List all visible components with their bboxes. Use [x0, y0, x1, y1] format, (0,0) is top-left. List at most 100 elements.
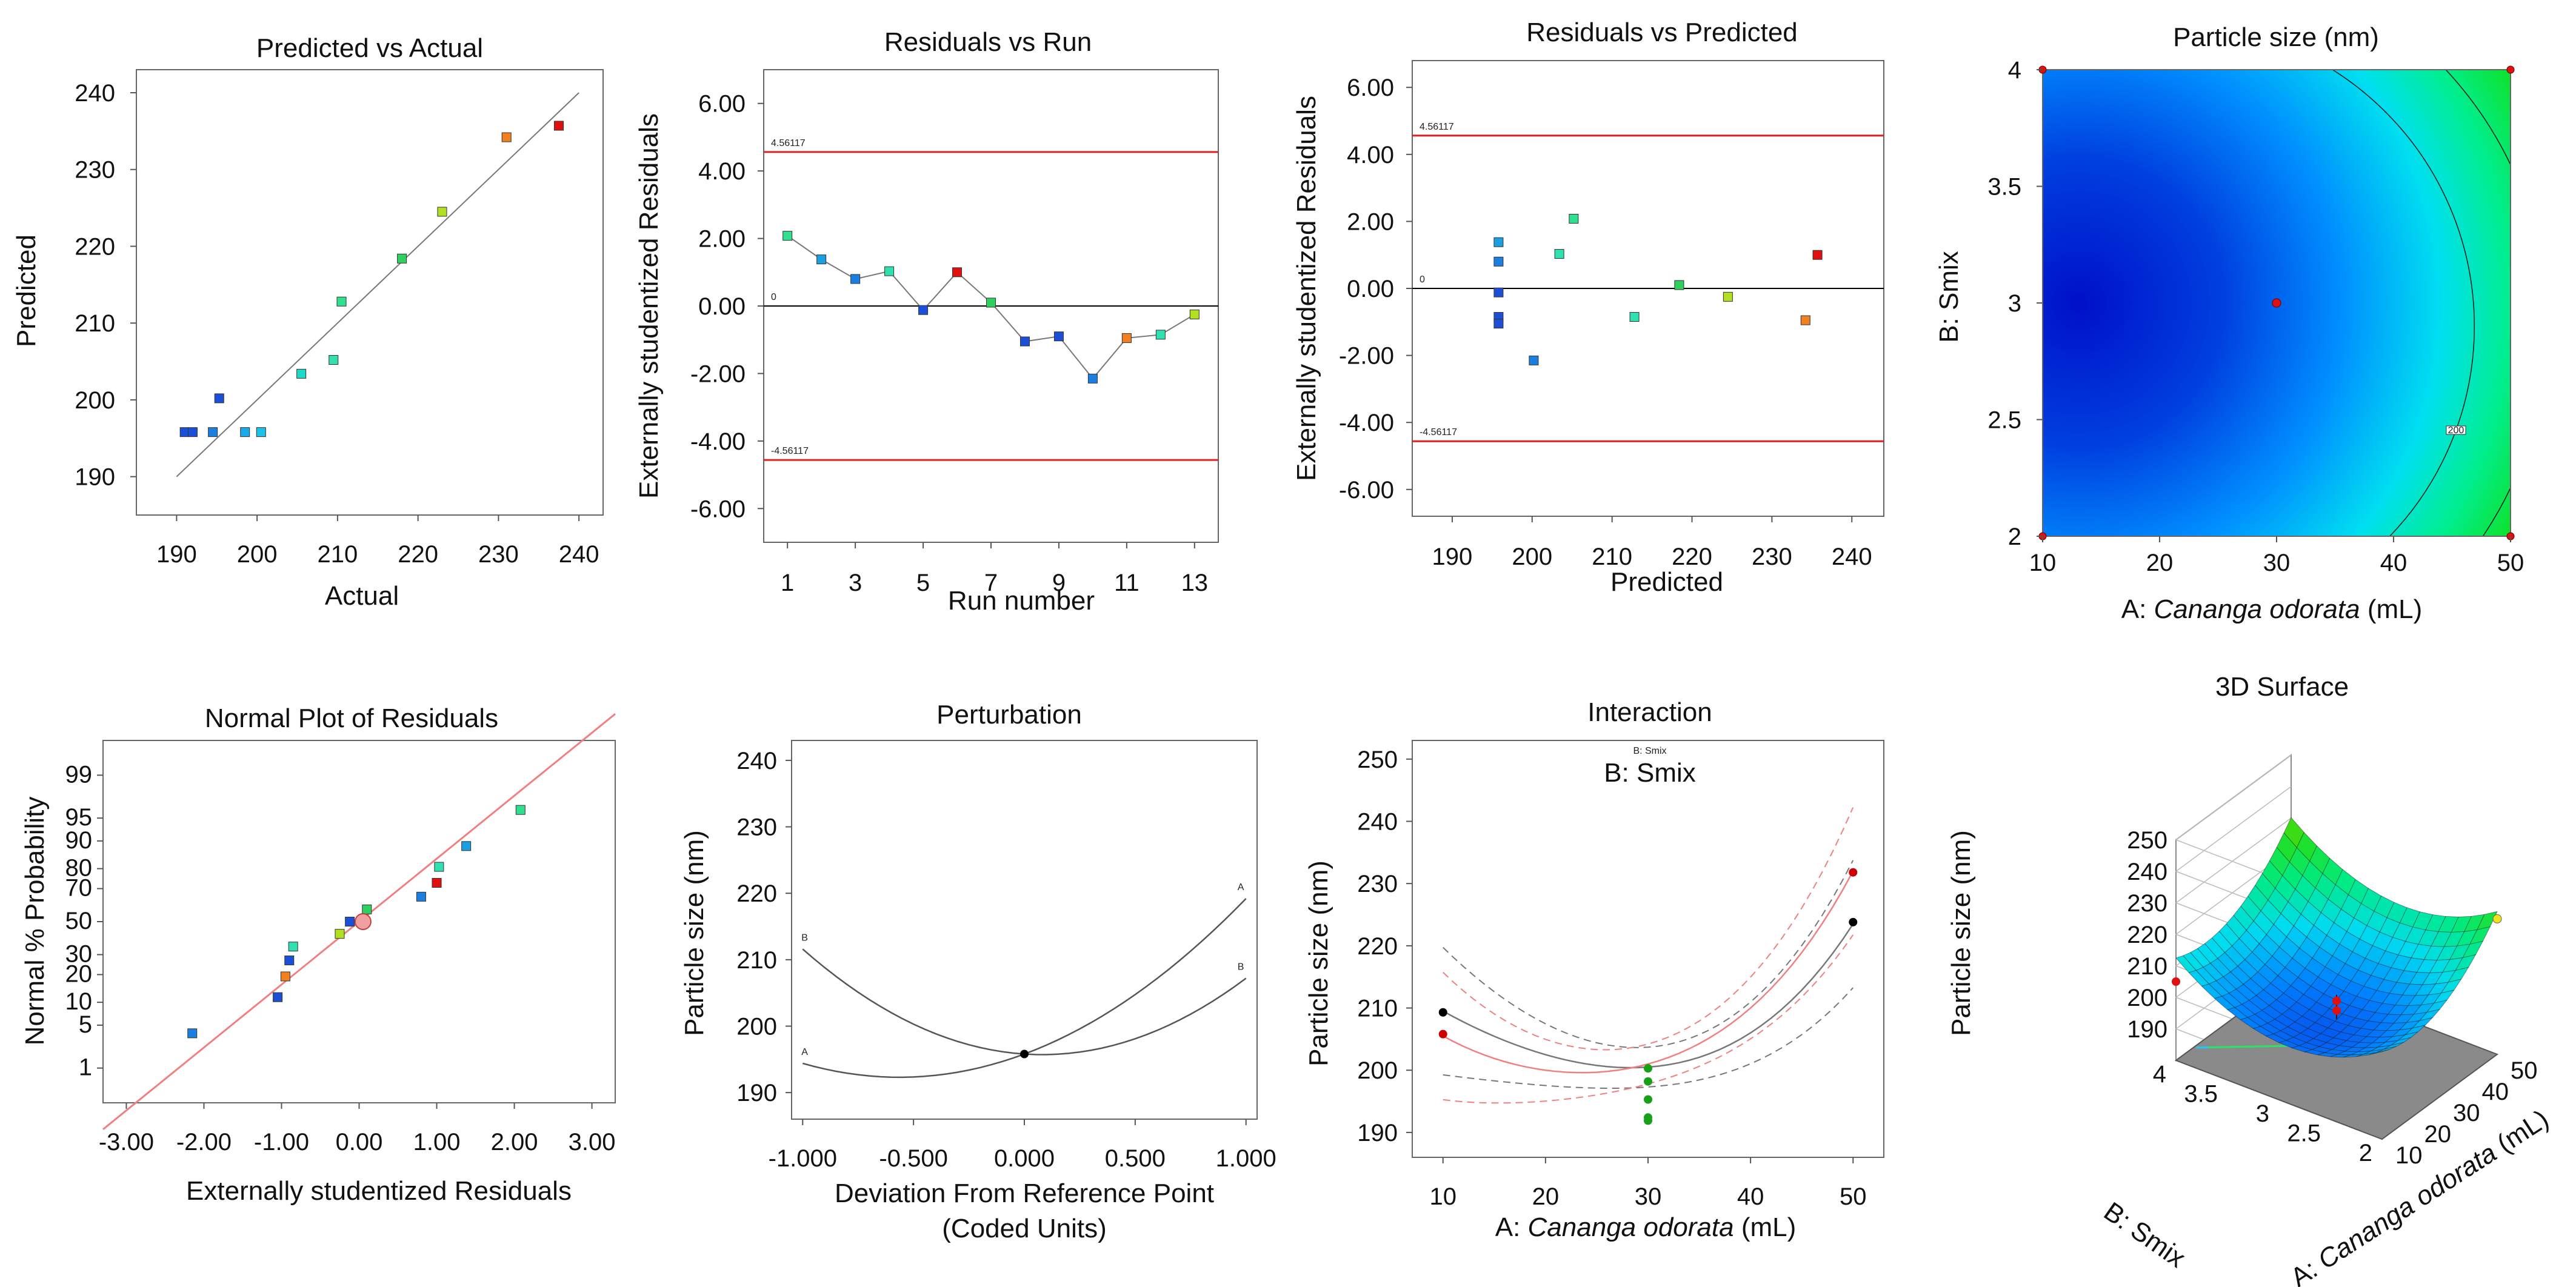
y-tick-label: 50 — [65, 908, 93, 934]
data-point — [1493, 237, 1504, 247]
data-point — [1569, 213, 1579, 224]
x-tick-label: 40 — [2380, 550, 2407, 576]
x-tick-label: 210 — [318, 541, 358, 568]
fit-line — [176, 92, 579, 477]
chart-title: Residuals vs Run — [884, 27, 1092, 57]
x-tick-label: 30 — [2263, 550, 2291, 576]
y-tick-label: 230 — [75, 157, 115, 184]
x-tick-label: 0.00 — [336, 1129, 383, 1156]
y-tick-label: 230 — [1357, 871, 1398, 897]
y-tick-label: 3.5 — [1987, 174, 2021, 201]
y-axis-label: Externally studentized Residuals — [1292, 96, 1321, 481]
y-tick-label: 2.5 — [2287, 1120, 2321, 1147]
data-point — [515, 805, 526, 815]
curve-label: A — [1238, 882, 1244, 893]
x-tick-label: 20 — [1532, 1183, 1560, 1210]
x-tick-label: -0.500 — [879, 1145, 947, 1172]
data-point — [501, 132, 512, 142]
z-tick-label: 230 — [2127, 890, 2167, 917]
x-axis-label: A: Cananga odorata (mL) — [2121, 594, 2423, 624]
z-tick-label: 210 — [2127, 953, 2167, 980]
lower-limit-label: -4.56117 — [771, 446, 809, 456]
chart-title: Residuals vs Predicted — [1526, 18, 1798, 47]
y-tick-label: 240 — [736, 748, 777, 774]
plot-frame — [1412, 740, 1884, 1158]
design-point — [2492, 914, 2502, 923]
y-tick-label: 4 — [2153, 1061, 2166, 1088]
x-tick-label: 230 — [478, 541, 519, 568]
x-tick-label: 240 — [1832, 544, 1872, 570]
y-tick-label: 20 — [65, 960, 93, 987]
perturbation-curve — [802, 948, 1247, 1056]
data-point — [782, 231, 793, 241]
x-tick-label: -3.00 — [99, 1129, 154, 1156]
y-axis-label: Normal % Probability — [20, 797, 50, 1046]
x-tick-label: 1.000 — [1216, 1145, 1276, 1172]
data-point — [1438, 1008, 1447, 1017]
plot-frame — [791, 740, 1258, 1120]
data-point — [1644, 1116, 1652, 1125]
design-point — [2172, 977, 2180, 986]
x-tick-label: 210 — [1592, 544, 1632, 570]
x-tick-label: 1 — [781, 570, 794, 596]
design-point — [2506, 65, 2515, 74]
plot-frame — [136, 69, 604, 516]
upper-limit-label: 4.56117 — [1420, 122, 1454, 132]
x-tick-label: 40 — [1737, 1183, 1764, 1210]
x-tick-label: 7 — [984, 570, 998, 596]
y-tick-label: 10 — [65, 988, 93, 1015]
data-point — [437, 207, 447, 217]
z-tick-label: 250 — [2127, 827, 2167, 854]
x-axis-label: A: Cananga odorata (mL) — [2286, 1104, 2554, 1287]
data-point — [1493, 287, 1504, 298]
data-point — [850, 274, 861, 284]
x-tick-label: 200 — [237, 541, 278, 568]
y-tick-label: 2 — [2359, 1140, 2372, 1166]
data-point — [273, 992, 283, 1002]
y-tick-label: 3.5 — [2184, 1081, 2218, 1108]
zero-label: 0 — [1420, 274, 1425, 285]
y-tick-label: 190 — [736, 1080, 777, 1106]
predicted-vs-actual-chart: Predicted vs Actual 190 200 210 220 230 240 19… — [12, 33, 604, 611]
contour-level-box — [2446, 425, 2466, 435]
zero-label: 0 — [771, 292, 776, 302]
reference-point — [1020, 1049, 1029, 1059]
data-point — [553, 121, 564, 131]
y-tick-label: 0.00 — [698, 293, 746, 320]
y-tick-label: 2 — [2008, 524, 2021, 550]
x-tick-label: 1.00 — [413, 1129, 461, 1156]
y-tick-label: 240 — [1357, 808, 1398, 835]
legend-title: B: Smix — [1604, 758, 1696, 788]
residuals-vs-predicted-chart: Residuals vs Predicted 4.56117 0 -4.56117 1… — [1292, 18, 1884, 597]
x-tick-label: 13 — [1181, 570, 1209, 596]
data-point — [1644, 1095, 1652, 1104]
confidence-band — [1443, 860, 1854, 1048]
y-tick-label: 210 — [736, 947, 777, 974]
lower-limit-label: -4.56117 — [1420, 427, 1457, 437]
x-tick-label: 50 — [2497, 550, 2524, 576]
data-point — [1644, 1064, 1652, 1073]
center-point — [2272, 298, 2281, 308]
curve-label: B — [801, 933, 808, 943]
chart-title: Particle size (nm) — [2173, 22, 2379, 52]
data-point — [1019, 336, 1030, 347]
confidence-band — [1443, 807, 1854, 1051]
y-tick-label: -6.00 — [1339, 477, 1394, 504]
y-axis-label: Externally studentized Residuals — [634, 113, 664, 499]
x-tick-label: 3 — [849, 570, 862, 596]
z-tick-label: 200 — [2127, 985, 2167, 1011]
y-tick-label: 70 — [65, 875, 93, 902]
y-tick-label: -2.00 — [690, 361, 746, 387]
curve-label: B — [1238, 962, 1244, 973]
normal-plot-of-residuals-chart: Normal Plot of Residuals -3.00 -2.00 -1.00… — [20, 703, 616, 1206]
y-tick-label: -4.00 — [690, 428, 746, 455]
contour-level-label: 200 — [2448, 425, 2464, 436]
data-point — [1674, 280, 1684, 290]
data-point — [1053, 331, 1064, 342]
x-tick-label: 30 — [1635, 1183, 1662, 1210]
x-tick-label: -1.000 — [769, 1145, 837, 1172]
data-point — [1800, 315, 1810, 325]
data-point — [335, 929, 345, 939]
